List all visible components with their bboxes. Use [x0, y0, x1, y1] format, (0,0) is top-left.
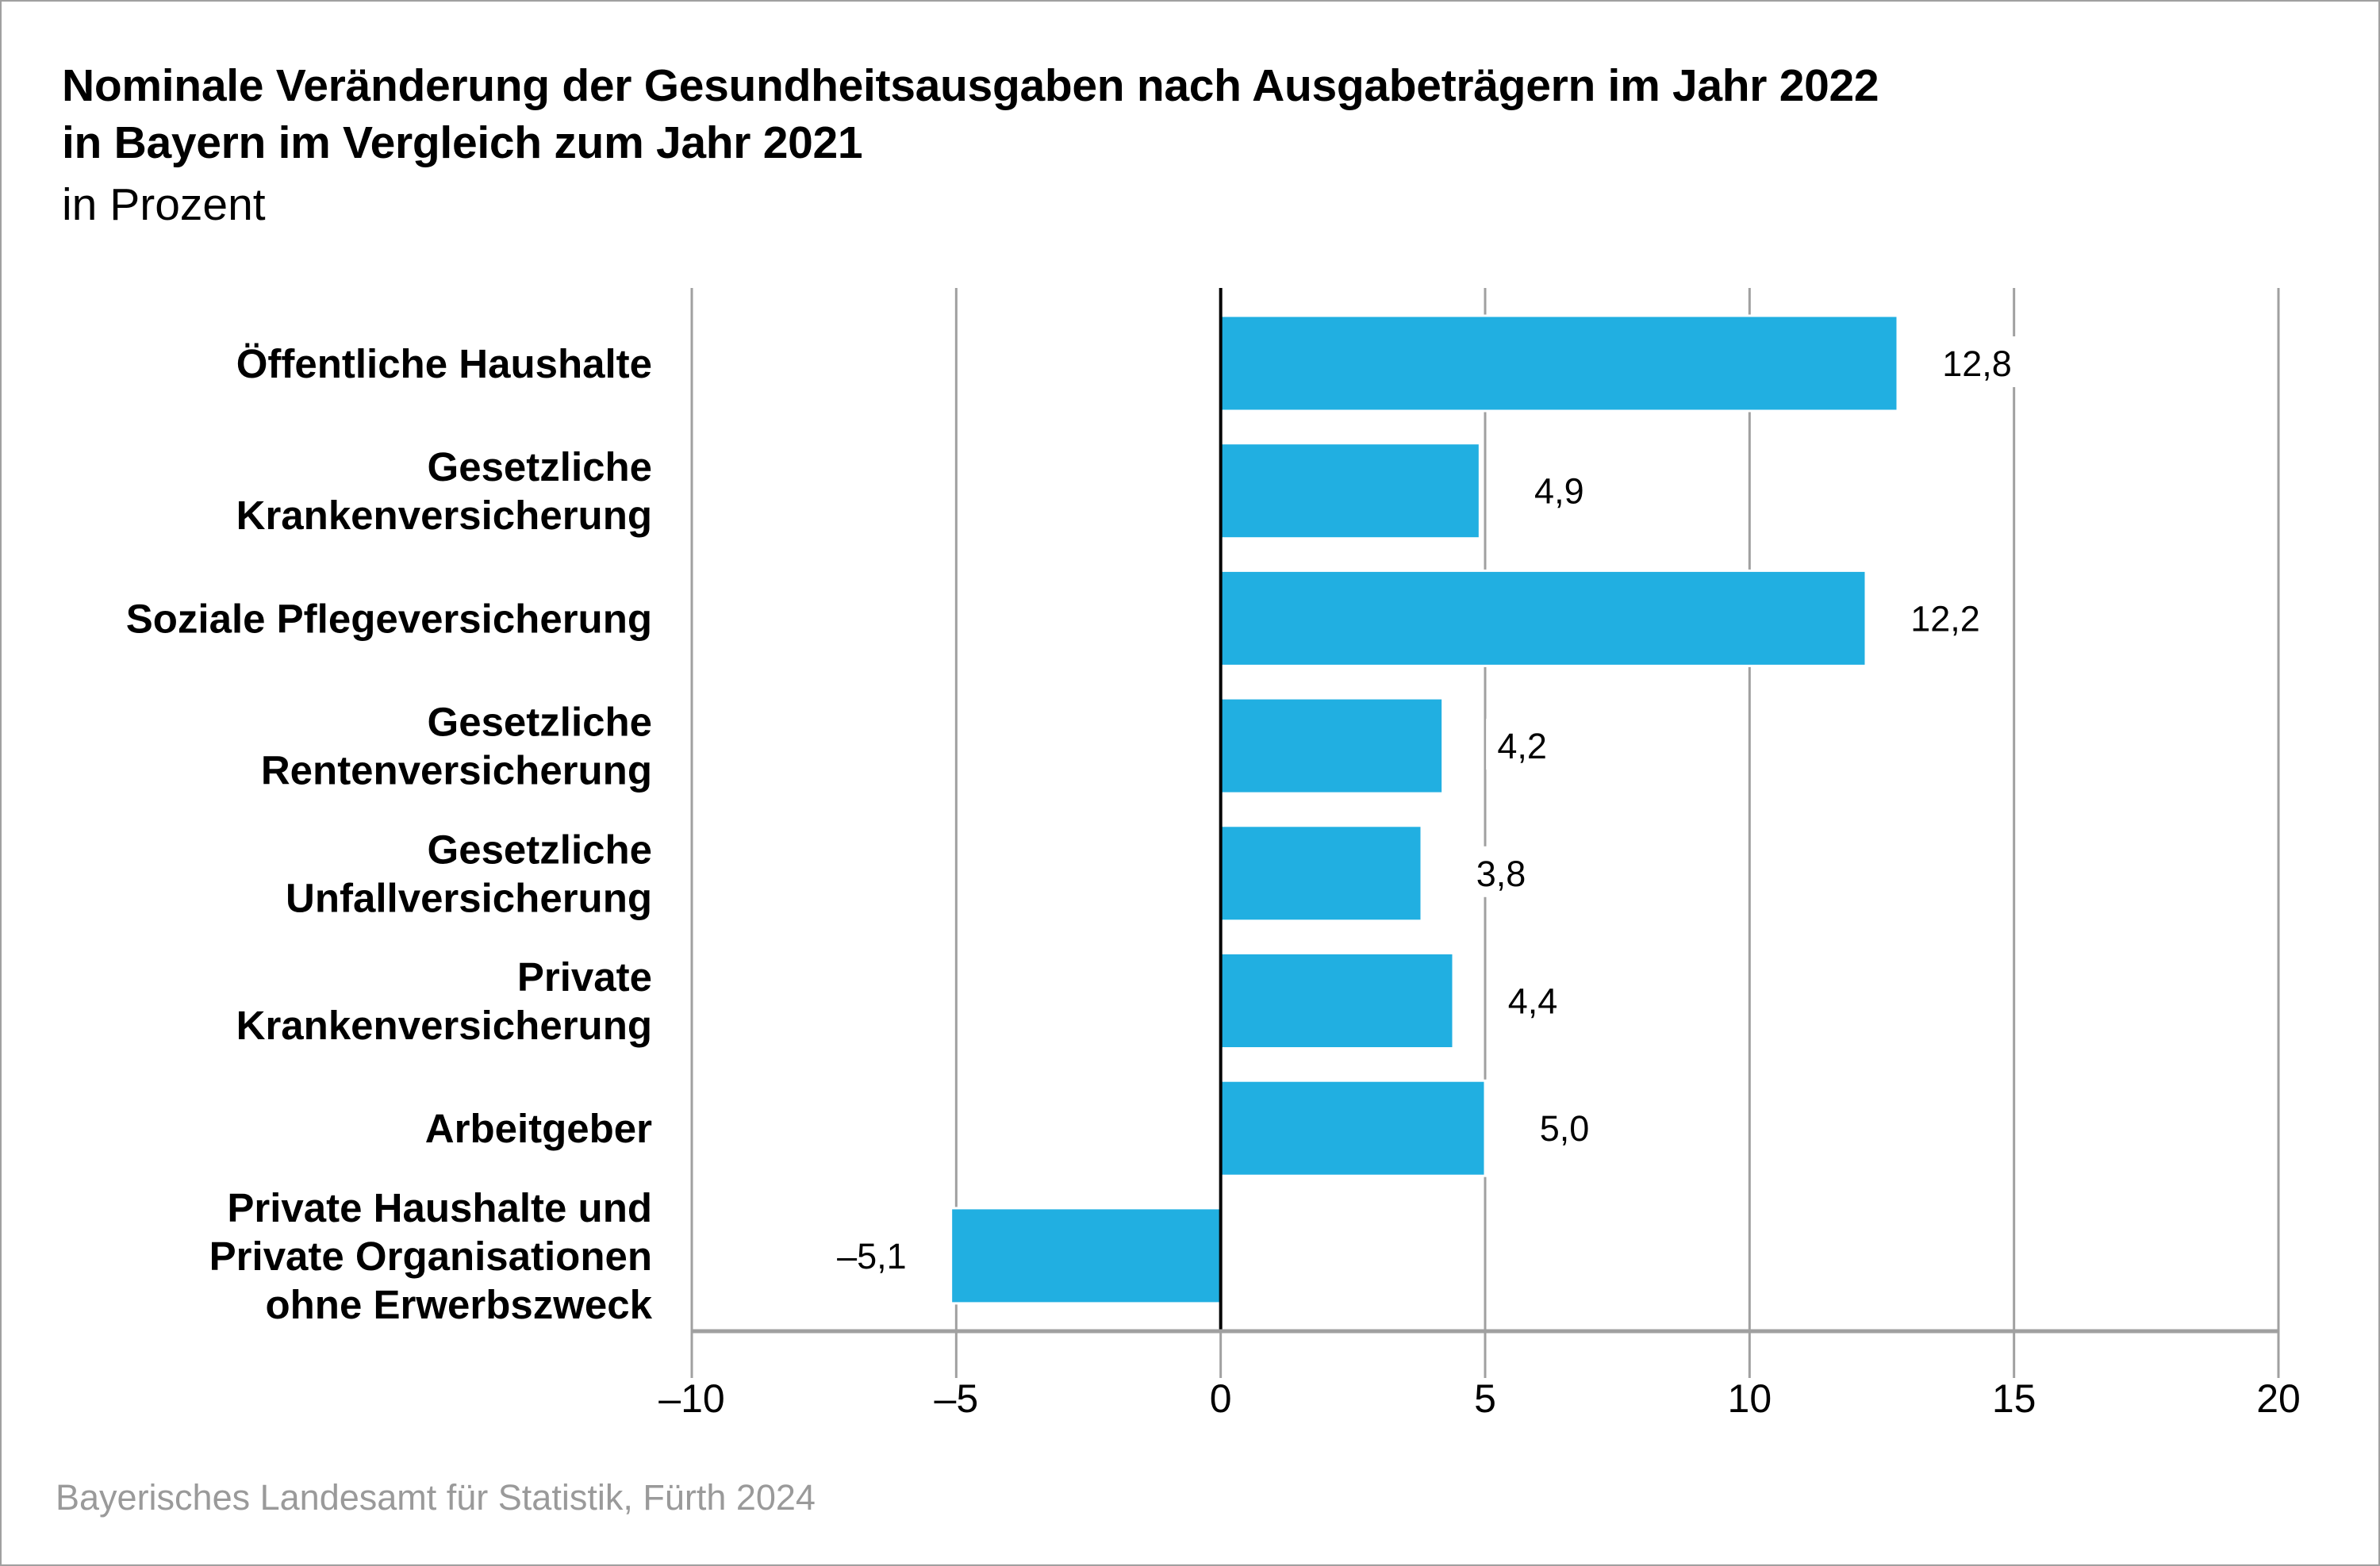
x-axis: –10 –5 0 5 10 15 20	[658, 1329, 2301, 1421]
category-label: Öffentliche Haushalte	[236, 341, 652, 386]
value-label: –5,1	[837, 1236, 907, 1276]
value-label: 12,8	[1942, 344, 2012, 384]
value-label: 5,0	[1540, 1108, 1590, 1149]
category-label: Private	[517, 954, 652, 1000]
bar	[1219, 442, 1481, 540]
source-note: Bayerisches Landesamt für Statistik, Für…	[56, 1477, 816, 1518]
value-label-background	[1522, 463, 1595, 515]
x-tick-label: –10	[658, 1376, 724, 1421]
x-tick-label: 0	[1210, 1376, 1232, 1421]
value-label-background	[1464, 846, 1537, 897]
category-label: Gesetzliche	[428, 444, 652, 489]
value-label: 4,4	[1508, 981, 1558, 1022]
category-label: Private Haushalte und	[227, 1185, 652, 1230]
x-tick-label: –5	[935, 1376, 979, 1421]
value-label: 3,8	[1476, 854, 1526, 894]
chart-title-line-2: in Bayern im Vergleich zum Jahr 2021	[62, 117, 863, 168]
category-label: Gesetzliche	[428, 700, 652, 745]
x-tick-label: 5	[1474, 1376, 1496, 1421]
x-tick-label: 20	[2256, 1376, 2301, 1421]
category-label: Arbeitgeber	[425, 1106, 652, 1151]
x-tick-label: 10	[1728, 1376, 1772, 1421]
category-labels: Öffentliche HaushalteGesetzlicheKrankenv…	[126, 341, 653, 1327]
value-label-background	[1496, 973, 1569, 1025]
category-label: Gesetzliche	[428, 827, 652, 872]
category-label: Krankenversicherung	[236, 493, 652, 538]
x-tick-label: 15	[1992, 1376, 2036, 1421]
value-label-background	[1931, 336, 2023, 387]
bar	[1219, 952, 1455, 1050]
bar	[1219, 697, 1445, 795]
gridlines	[690, 288, 2280, 1378]
value-label: 4,2	[1497, 726, 1547, 766]
bar	[1219, 1079, 1487, 1177]
chart-title: Nominale Veränderung der Gesundheitsausg…	[62, 57, 1879, 171]
value-labels: 12,8 4,9 12,2 4,2 3,8 4,4 5,0 –5,1	[820, 336, 2023, 1280]
chart-title-line-1: Nominale Veränderung der Gesundheitsausg…	[62, 60, 1879, 111]
value-label-background	[1486, 719, 1559, 770]
category-label: Soziale Pflegeversicherung	[126, 596, 652, 641]
category-label: Unfallversicherung	[286, 875, 652, 920]
chart-subtitle: in Prozent	[62, 179, 266, 230]
value-label-background	[1899, 591, 1991, 643]
bar	[950, 1207, 1223, 1305]
category-label: Rentenversicherung	[261, 748, 652, 793]
value-label-background	[820, 1228, 913, 1280]
bar	[1219, 314, 1899, 413]
value-label: 12,2	[1910, 598, 1980, 639]
category-label: ohne Erwerbszweck	[265, 1282, 652, 1327]
value-label-background	[1528, 1101, 1601, 1153]
bar	[1219, 824, 1423, 923]
category-label: Krankenversicherung	[236, 1003, 652, 1048]
value-label: 4,9	[1534, 471, 1584, 512]
bar	[1219, 569, 1868, 667]
category-label: Private Organisationen	[209, 1234, 652, 1279]
bars	[950, 314, 1899, 1305]
